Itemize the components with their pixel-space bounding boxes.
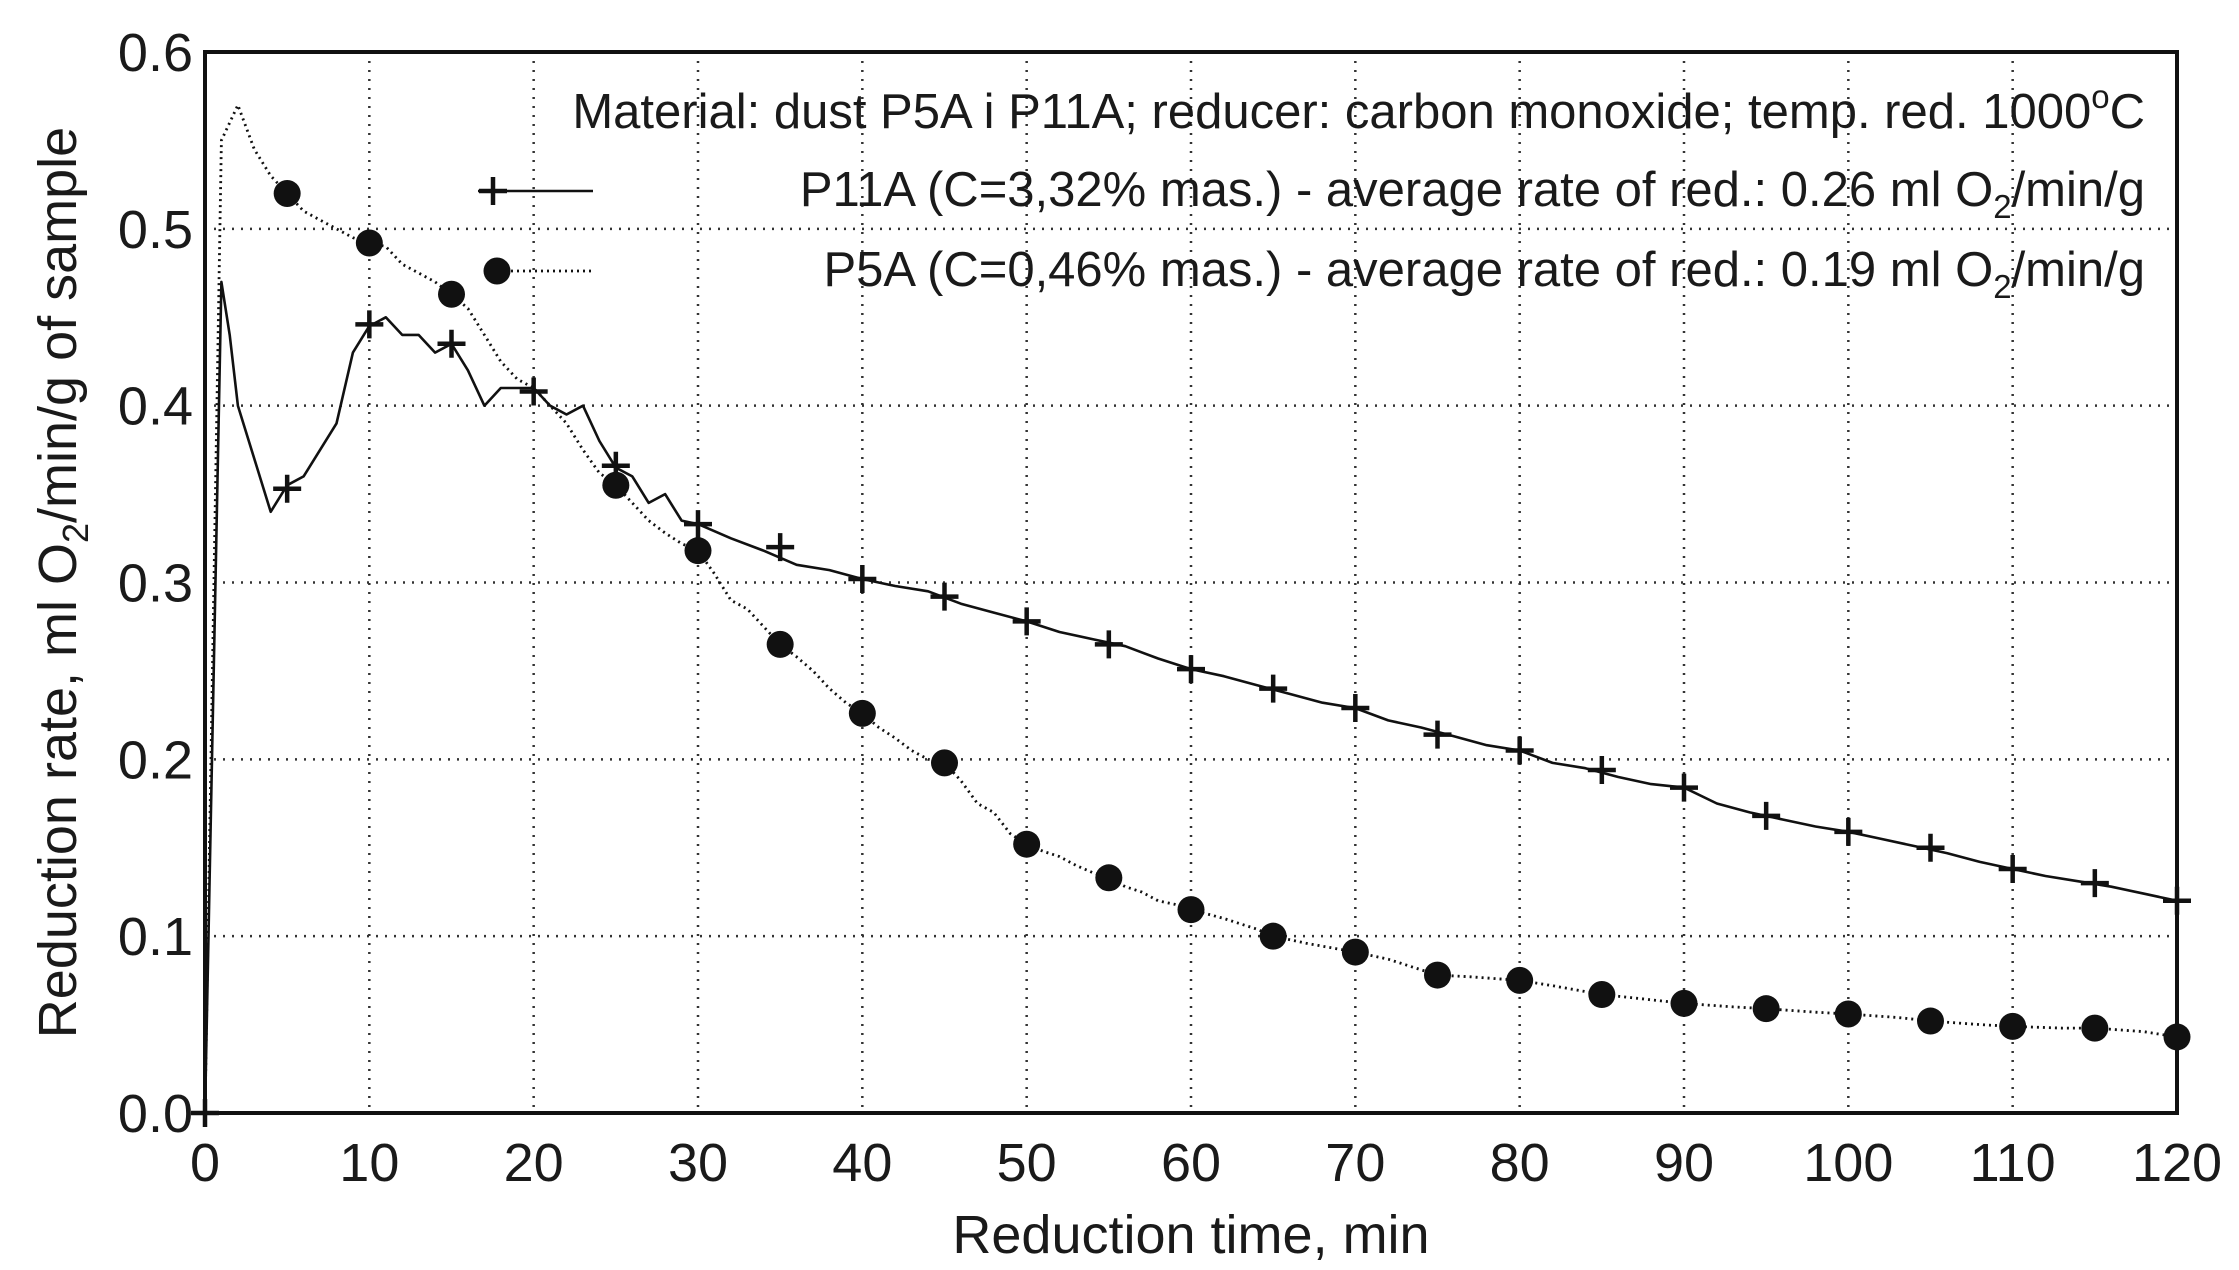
- marker-plus-p11a: [1423, 720, 1452, 749]
- marker-circle-p5a: [438, 280, 465, 308]
- marker-plus-p11a: [437, 329, 466, 358]
- marker-plus-p11a: [1834, 817, 1863, 846]
- legend-p11a-sample: [478, 177, 593, 205]
- marker-plus-p11a: [355, 310, 384, 339]
- marker-plus-p11a: [684, 510, 712, 539]
- y-tick-label: 0.3: [118, 554, 193, 614]
- x-tick-label: 50: [997, 1133, 1057, 1193]
- marker-plus-p11a: [930, 582, 959, 611]
- y-tick-label: 0.6: [118, 23, 193, 83]
- marker-circle-p5a: [1424, 961, 1451, 989]
- marker-circle-p5a: [684, 537, 712, 565]
- y-tick-label: 0.0: [118, 1084, 193, 1144]
- legend-p5a-label: P5A (C=0,46% mas.) - average rate of red…: [823, 243, 2145, 305]
- chart-annotation: Material: dust P5A i P11A; reducer: carb…: [572, 78, 2145, 139]
- marker-plus-p11a: [1916, 833, 1945, 862]
- marker-circle-p5a: [1834, 1000, 1862, 1028]
- x-tick-label: 20: [504, 1133, 564, 1193]
- x-tick-label: 60: [1161, 1133, 1221, 1193]
- marker-circle-p5a: [355, 229, 383, 257]
- marker-circle-p5a: [1095, 864, 1123, 892]
- marker-circle-p5a: [848, 699, 876, 727]
- marker-circle-p5a: [1341, 938, 1369, 966]
- marker-plus-p11a: [1177, 655, 1205, 684]
- series-layer: [191, 103, 2191, 1127]
- y-axis-title: Reduction rate, ml O2/min/g of sample: [28, 127, 96, 1038]
- plot-frame: [203, 50, 2179, 1115]
- x-tick-label: 40: [832, 1133, 892, 1193]
- y-tick-label: 0.2: [118, 730, 193, 790]
- marker-plus-p11a: [1998, 854, 2027, 883]
- x-tick-label: 0: [190, 1133, 220, 1193]
- y-tick-label: 0.4: [118, 377, 193, 437]
- marker-circle-p5a: [1013, 830, 1041, 858]
- x-tick-label: 80: [1490, 1133, 1550, 1193]
- marker-circle-p5a: [1752, 995, 1780, 1023]
- marker-circle-p5a: [1999, 1012, 2027, 1040]
- marker-circle-p5a: [602, 471, 630, 499]
- series-line-p5a: [203, 103, 2178, 1114]
- y-axis-title-prefix: Reduction rate, ml O: [28, 543, 88, 1038]
- legend: Material: dust P5A i P11A; reducer: carb…: [478, 78, 2145, 305]
- x-tick-label: 120: [2132, 1133, 2222, 1193]
- marker-plus-p11a: [1505, 736, 1534, 765]
- marker-plus-p11a: [1341, 694, 1370, 723]
- x-tick-label: 70: [1325, 1133, 1385, 1193]
- marker-plus-p11a: [1587, 755, 1616, 784]
- annotation-text: Material: dust P5A i P11A; reducer: carb…: [572, 85, 2091, 139]
- marker-plus-p11a: [1012, 607, 1041, 636]
- marker-circle-p5a: [1177, 896, 1205, 924]
- legend-p11a-tail: /min/g: [2012, 163, 2145, 217]
- y-axis-title-suffix: /min/g of sample: [28, 127, 88, 523]
- legend-p5a-subscript: 2: [1993, 268, 2011, 305]
- legend-p11a-text: P11A (C=3,32% mas.) - average rate of re…: [800, 163, 1993, 217]
- x-tick-label: 100: [1803, 1133, 1893, 1193]
- marker-circle-p5a: [931, 749, 958, 777]
- marker-plus-p11a: [848, 564, 877, 593]
- marker-circle-p5a: [273, 179, 301, 207]
- marker-plus-p11a: [1670, 773, 1698, 802]
- marker-circle-p5a: [1259, 922, 1287, 950]
- marker-circle-p5a: [2081, 1014, 2109, 1042]
- marker-circle-p5a: [766, 630, 794, 658]
- legend-p11a-marker: [479, 177, 507, 205]
- annotation-unit: C: [2110, 85, 2145, 139]
- x-tick-label: 110: [1970, 1133, 2056, 1193]
- x-axis-title: Reduction time, min: [952, 1205, 1429, 1265]
- marker-plus-p11a: [2080, 869, 2109, 898]
- tick-labels: 0 10 20 30 40 50 60 70 80 90 100 110 120 0.0 0.1 0.2 0.3…: [118, 23, 2222, 1193]
- marker-plus-p11a: [273, 474, 302, 503]
- y-tick-label: 0.5: [118, 200, 193, 260]
- y-axis-title-subscript: 2: [55, 523, 96, 543]
- legend-p5a-marker: [483, 257, 511, 285]
- marker-plus-p11a: [1094, 630, 1123, 659]
- legend-p5a-tail: /min/g: [2012, 243, 2145, 297]
- marker-plus-p11a: [1752, 801, 1781, 830]
- annotation-superscript: o: [2091, 78, 2109, 115]
- marker-circle-p5a: [1917, 1007, 1944, 1035]
- y-tick-label: 0.1: [118, 907, 193, 967]
- x-tick-label: 10: [339, 1133, 399, 1193]
- legend-p5a-sample: [483, 257, 593, 285]
- marker-circle-p5a: [1506, 966, 1534, 994]
- marker-circle-p5a: [1588, 981, 1616, 1009]
- legend-p11a-subscript: 2: [1993, 188, 2011, 225]
- legend-p11a-label: P11A (C=3,32% mas.) - average rate of re…: [800, 163, 2145, 225]
- marker-plus-p11a: [1259, 674, 1288, 703]
- legend-p5a-text: P5A (C=0,46% mas.) - average rate of red…: [823, 243, 1993, 297]
- marker-circle-p5a: [1670, 989, 1698, 1017]
- marker-plus-p11a: [766, 533, 795, 562]
- x-tick-label: 30: [668, 1133, 728, 1193]
- x-tick-label: 90: [1654, 1133, 1714, 1193]
- marker-plus-p11a: [519, 377, 548, 406]
- series-p5a: [203, 103, 2191, 1114]
